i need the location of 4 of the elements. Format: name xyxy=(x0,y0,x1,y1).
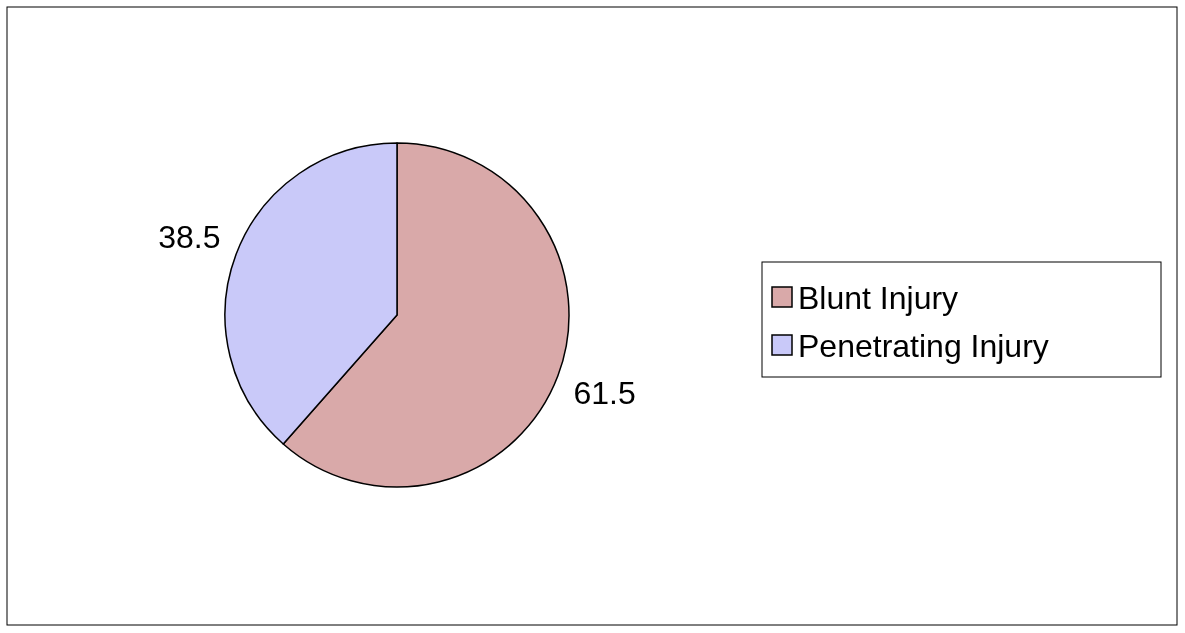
legend-label: Blunt Injury xyxy=(798,280,959,316)
data-label: 61.5 xyxy=(573,375,636,412)
data-label: 38.5 xyxy=(158,218,221,255)
legend-label: Penetrating Injury xyxy=(798,328,1049,364)
